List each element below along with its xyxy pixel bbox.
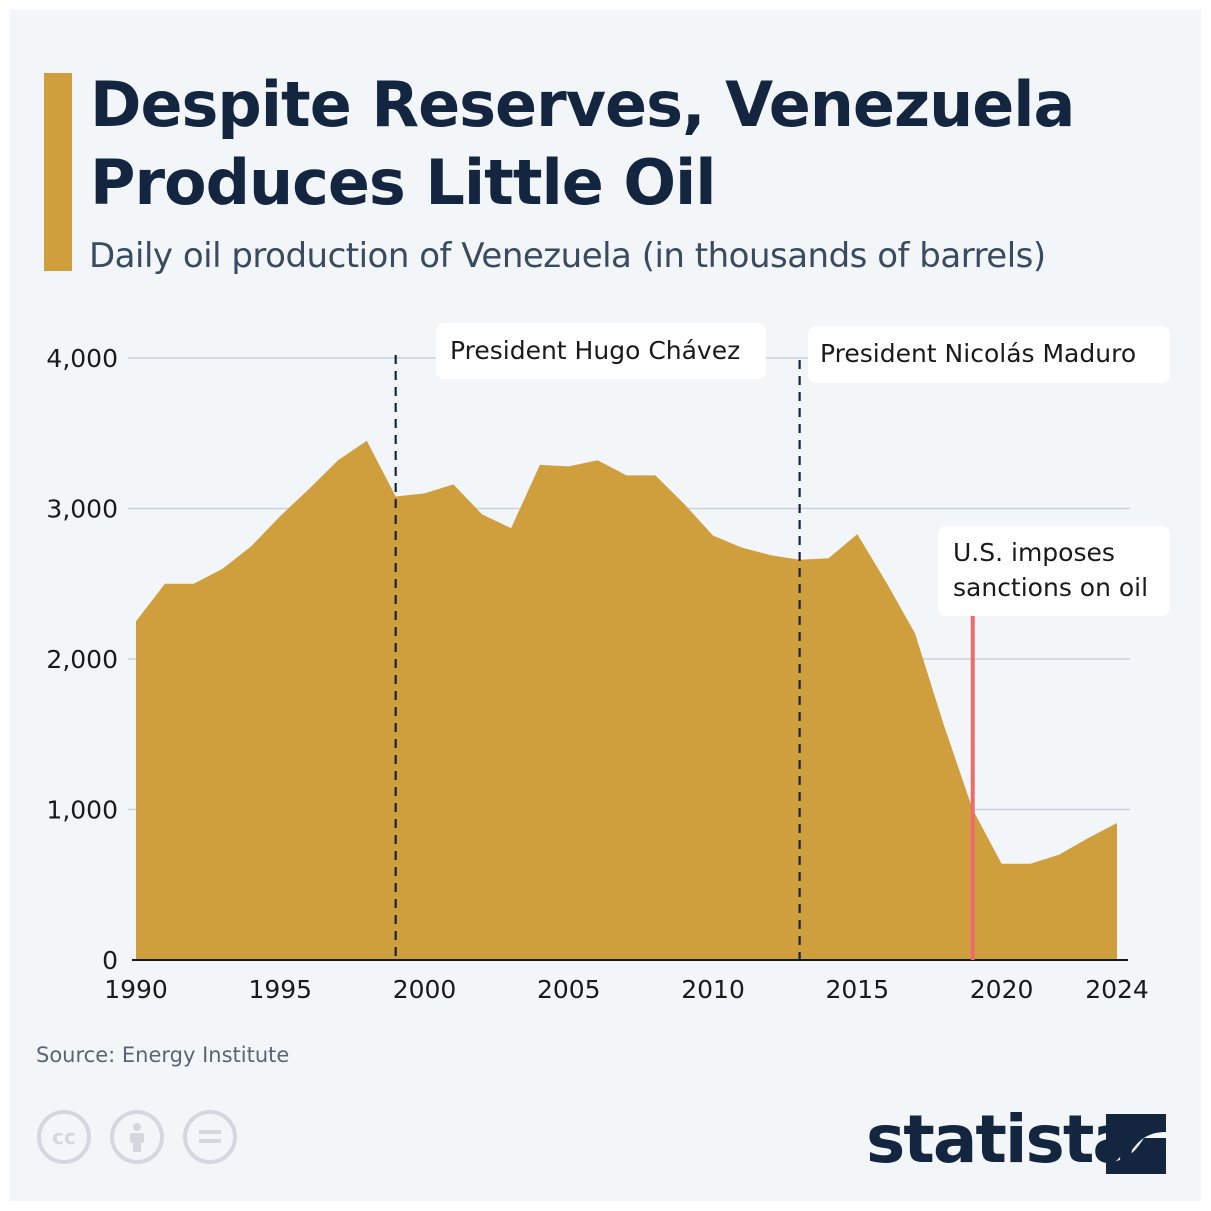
y-tick-label: 1,000 [46,796,118,825]
y-tick-label: 4,000 [46,344,118,373]
source-note: Source: Energy Institute [36,1043,290,1067]
oil-production-chart: 0 1,000 2,000 3,000 4,000 1990 1995 2000 2005 20… [46,323,1170,1004]
y-tick-label: 0 [102,946,118,975]
sanctions-label-line2: sanctions on oil [953,573,1148,602]
x-tick-label: 2000 [393,975,457,1004]
statista-logo-icon[interactable] [1106,1114,1166,1174]
maduro-label-box [808,326,1170,383]
x-axis-ticks: 1990 1995 2000 2005 2010 2015 2020 2024 [104,975,1149,1004]
y-axis-ticks: 0 1,000 2,000 3,000 4,000 [46,344,118,975]
x-tick-label: 2010 [681,975,745,1004]
y-tick-label: 3,000 [46,495,118,524]
attribution-icon[interactable] [110,1110,164,1164]
person-glyph [130,1123,144,1152]
x-tick-label: 1990 [104,975,168,1004]
sanctions-label-box [938,526,1170,616]
cc-icon[interactable]: cc [37,1110,91,1164]
title-accent-bar [44,73,72,271]
statista-wordmark[interactable]: statista [866,1101,1137,1178]
page-title: Despite Reserves, Venezuela Produces Lit… [90,68,1075,219]
chavez-label: President Hugo Chávez [450,336,740,365]
no-derivatives-icon[interactable] [183,1110,237,1164]
sanctions-label-line1: U.S. imposes [953,538,1115,567]
equals-glyph [199,1130,221,1143]
maduro-label: President Nicolás Maduro [820,339,1136,368]
x-tick-label: 2024 [1085,975,1149,1004]
chart-subtitle: Daily oil production of Venezuela (in th… [89,236,1046,276]
x-tick-label: 2020 [970,975,1034,1004]
x-tick-label: 2015 [826,975,890,1004]
x-tick-label: 2005 [537,975,601,1004]
y-tick-label: 2,000 [46,645,118,674]
chavez-label-box [436,323,766,379]
x-tick-label: 1995 [248,975,312,1004]
production-area [136,440,1117,960]
